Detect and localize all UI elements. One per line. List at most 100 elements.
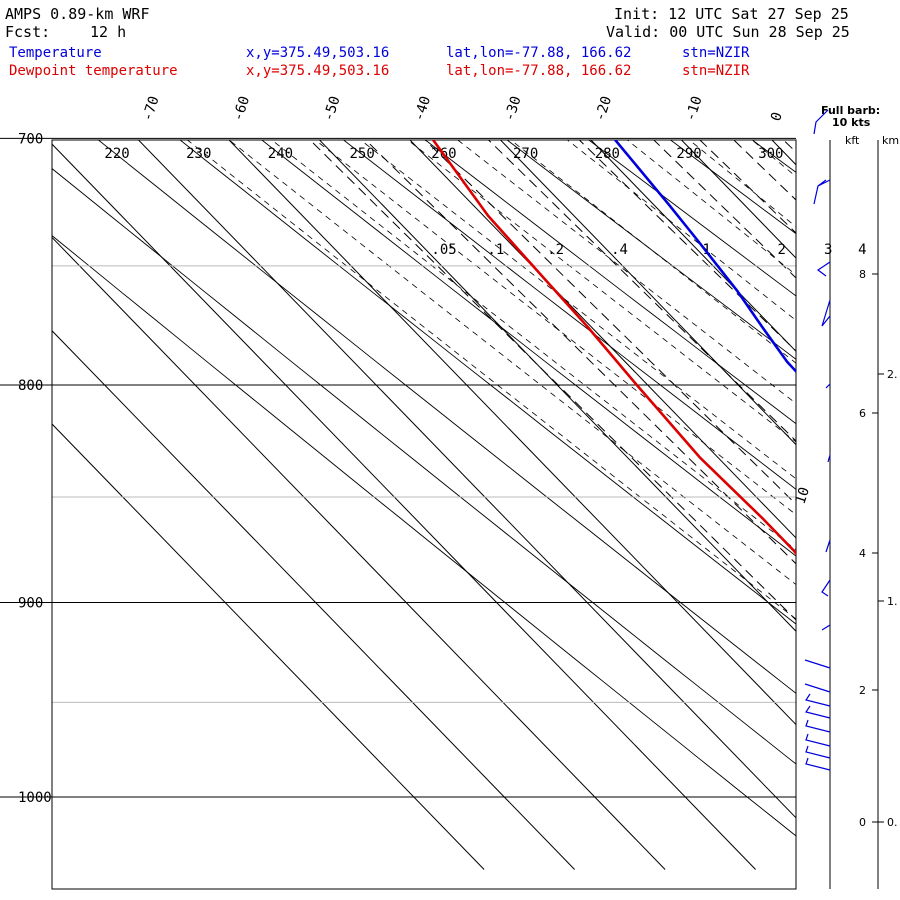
forecast-hour: 12 h — [90, 23, 127, 41]
dry-adiabat-label: 270 — [513, 146, 538, 162]
height-kft-header: kft — [845, 134, 860, 147]
isotherm-line — [137, 140, 796, 819]
dry-adiabat-line — [52, 235, 796, 837]
isotherm-label: -10 — [683, 94, 706, 123]
dry-adiabat-label: 220 — [104, 146, 129, 162]
isotherm-line — [52, 330, 575, 870]
isotherm-line — [318, 140, 796, 632]
wind-barb — [816, 261, 831, 277]
isotherm-line — [590, 140, 796, 353]
dry-adiabat-line — [261, 140, 796, 557]
moist-adiabat-line — [186, 140, 796, 620]
mixing-ratio-label: .4 — [611, 242, 628, 258]
wind-barb — [825, 539, 831, 553]
moist-adiabat-line — [407, 140, 796, 443]
mixing-ratio-label: 4 — [858, 242, 866, 258]
dry-adiabat-line — [424, 140, 796, 425]
pressure-tick-label: 800 — [18, 378, 43, 394]
legend-temperature-name: Temperature — [9, 45, 102, 61]
kft-tick-label: 6 — [859, 407, 866, 420]
dry-adiabat-line — [669, 140, 796, 235]
legend-dewpoint-name: Dewpoint temperature — [9, 63, 178, 79]
mixing-ratio-label: 2 — [778, 242, 786, 258]
mixing-ratio-line — [487, 140, 796, 442]
mixing-ratio-label: .05 — [431, 242, 456, 258]
isotherm-label: 10 — [793, 485, 813, 506]
km-tick-label: 2. — [887, 368, 898, 381]
mixing-ratio-label: 3 — [824, 242, 832, 258]
wind-barb — [805, 693, 831, 707]
dry-adiabat-label: 230 — [186, 146, 211, 162]
mixing-ratio-line — [309, 140, 796, 621]
dry-adiabat-line — [686, 0, 900, 870]
legend-temperature-stn: stn=NZIR — [682, 45, 750, 61]
legend-dewpoint-latlon: lat,lon=-77.88, 166.62 — [446, 63, 632, 79]
km-tick-label: 1. — [887, 595, 898, 608]
isotherm-line — [228, 140, 796, 726]
mixing-ratio-line — [578, 140, 796, 352]
plot-frame — [51, 139, 797, 890]
isotherm-line — [52, 423, 485, 870]
km-tick-label: 0. — [887, 816, 898, 829]
wind-barb — [805, 719, 831, 733]
height-km-header: km — [882, 134, 899, 147]
moist-adiabat-line — [359, 140, 796, 480]
init-time: Init: 12 UTC Sat 27 Sep 25 — [614, 5, 849, 23]
isotherm-label: -50 — [321, 94, 344, 123]
forecast-label: Fcst: — [5, 23, 51, 41]
isotherm-line — [52, 236, 666, 870]
dry-adiabat-line — [97, 140, 796, 694]
isotherm-line — [825, 0, 900, 869]
kft-tick-label: 8 — [859, 268, 866, 281]
legend-dewpoint-stn: stn=NZIR — [682, 63, 750, 79]
kft-tick-label: 2 — [859, 684, 866, 697]
dry-adiabat-line — [179, 140, 796, 625]
barb-legend-icon — [813, 109, 829, 135]
kft-tick-label: 0 — [859, 816, 866, 829]
dry-adiabat-line — [506, 140, 796, 360]
moist-adiabat-line — [547, 0, 900, 870]
pressure-tick-label: 900 — [18, 596, 43, 612]
wind-barb — [805, 733, 831, 747]
isotherm-line — [409, 140, 796, 539]
pressure-tick-label: 700 — [18, 131, 43, 147]
moist-adiabat-line — [626, 140, 796, 276]
moist-adiabat-line — [732, 0, 900, 870]
wind-barb — [804, 659, 831, 669]
wind-barb — [827, 454, 831, 463]
wind-barb — [825, 383, 831, 389]
isotherm-label: -20 — [592, 94, 615, 123]
isotherm-label: -60 — [230, 94, 253, 123]
mixing-ratio-line — [653, 140, 796, 279]
dry-adiabat-label: 300 — [758, 146, 783, 162]
temperature-profile-line — [613, 140, 796, 374]
pressure-tick-label: 1000 — [18, 790, 52, 806]
barb-legend-line1: Full barb: — [821, 104, 880, 117]
dry-adiabat-label: 240 — [268, 146, 293, 162]
dewpoint-profile-line — [431, 140, 796, 556]
dry-adiabat-label: 280 — [595, 146, 620, 162]
moist-adiabat-line — [314, 140, 796, 516]
isotherm-label: -40 — [411, 94, 434, 123]
barb-legend-line2: 10 kts — [832, 116, 871, 129]
wind-barb — [821, 579, 831, 597]
wind-barb — [805, 757, 831, 771]
isotherm-line — [644, 0, 900, 869]
isotherm-line — [52, 143, 756, 870]
wind-barb — [804, 683, 831, 693]
mixing-ratio-line — [424, 140, 796, 505]
valid-time: Valid: 00 UTC Sun 28 Sep 25 — [606, 23, 850, 41]
isotherm-label: 0 — [768, 110, 786, 123]
wind-barb — [805, 705, 831, 719]
moist-adiabat-line — [688, 140, 796, 228]
legend-temperature-latlon: lat,lon=-77.88, 166.62 — [446, 45, 632, 61]
mixing-ratio-line — [365, 140, 796, 565]
legend-dewpoint-xy: x,y=375.49,503.16 — [246, 63, 390, 79]
moist-adiabat-line — [751, 140, 796, 178]
dry-adiabat-label: 250 — [350, 146, 375, 162]
dry-adiabat-line — [342, 140, 796, 490]
isotherm-label: -70 — [140, 94, 163, 123]
legend-temperature-xy: x,y=375.49,503.16 — [246, 45, 390, 61]
kft-tick-label: 4 — [859, 547, 866, 560]
